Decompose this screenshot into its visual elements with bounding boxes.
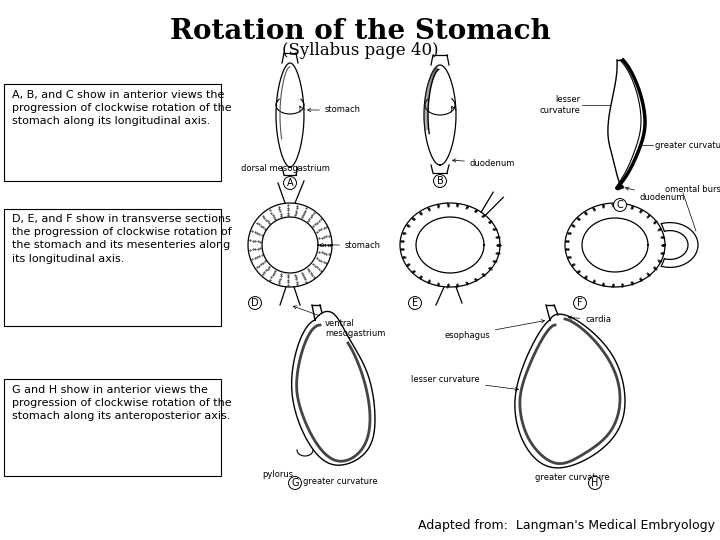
Text: pylorus: pylorus — [262, 470, 294, 479]
Text: (Syllabus page 40): (Syllabus page 40) — [282, 42, 438, 59]
Text: ventral
mesogastrium: ventral mesogastrium — [293, 306, 385, 339]
Text: stomach: stomach — [320, 240, 381, 249]
Text: E: E — [412, 298, 418, 308]
Text: esophagus: esophagus — [444, 320, 544, 340]
Text: Rotation of the Stomach: Rotation of the Stomach — [170, 18, 550, 45]
FancyBboxPatch shape — [4, 379, 221, 476]
Text: G: G — [292, 478, 299, 488]
Text: dorsal mesogastrium: dorsal mesogastrium — [240, 164, 330, 173]
Text: lesser curvature: lesser curvature — [411, 375, 518, 391]
Text: D: D — [251, 298, 258, 308]
Text: stomach: stomach — [307, 105, 361, 114]
Text: lesser
curvature: lesser curvature — [539, 95, 580, 114]
FancyBboxPatch shape — [4, 209, 221, 326]
Text: duodenum: duodenum — [626, 187, 685, 201]
Text: cardia: cardia — [569, 315, 611, 325]
Text: Adapted from:  Langman's Medical Embryology: Adapted from: Langman's Medical Embryolo… — [418, 519, 715, 532]
Text: duodenum: duodenum — [453, 159, 516, 167]
Text: A, B, and C show in anterior views the
progression of clockwise rotation of the
: A, B, and C show in anterior views the p… — [12, 90, 232, 126]
Text: B: B — [436, 176, 444, 186]
Text: A: A — [287, 178, 293, 188]
Text: greater curvature: greater curvature — [302, 477, 377, 486]
Text: greater curvature: greater curvature — [536, 473, 610, 482]
Text: omental bursa: omental bursa — [665, 186, 720, 194]
Text: D, E, and F show in transverse sections
the progression of clockwise rotation of: D, E, and F show in transverse sections … — [12, 214, 232, 264]
Text: C: C — [616, 200, 624, 210]
Text: F: F — [577, 298, 582, 308]
Text: greater curvature: greater curvature — [655, 140, 720, 150]
Text: H: H — [591, 478, 599, 488]
FancyBboxPatch shape — [4, 84, 221, 181]
Text: G and H show in anterior views the
progression of clockwise rotation of the
stom: G and H show in anterior views the progr… — [12, 385, 232, 421]
